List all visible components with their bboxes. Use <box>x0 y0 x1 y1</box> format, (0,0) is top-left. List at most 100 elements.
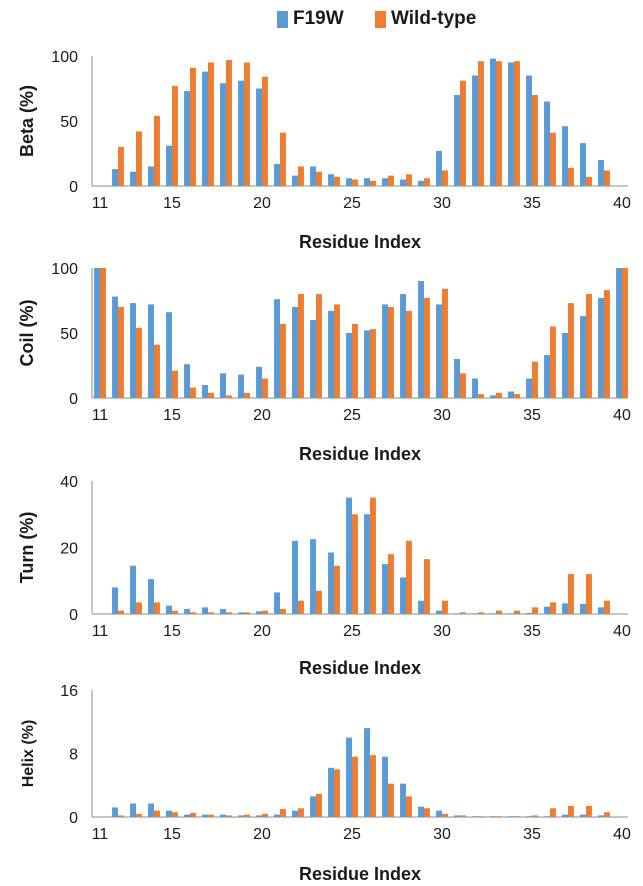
panel-2-bar-wild-type-37 <box>568 303 574 398</box>
panel-3-bar-f19w-38 <box>580 604 586 614</box>
panel-3-y-tick-label: 40 <box>60 474 78 491</box>
panel-2-bar-wild-type-15 <box>172 370 178 398</box>
legend-item-f19w: F19W <box>277 8 344 30</box>
panel-4-bar-f19w-16 <box>184 814 190 817</box>
panel-4-y-tick-label: 0 <box>69 810 78 827</box>
panel-4-bar-f19w-22 <box>292 810 298 817</box>
panel-4-bar-f19w-17 <box>202 814 208 817</box>
panel-4-bar-wild-type-31 <box>460 815 466 817</box>
panel-3-bar-f19w-16 <box>184 609 190 614</box>
panel-2-bar-f19w-11 <box>94 268 100 398</box>
panel-4-bar-f19w-15 <box>166 810 172 817</box>
panel-1-bar-wild-type-16 <box>190 67 196 186</box>
panel-4-bar-wild-type-25 <box>352 756 358 817</box>
panel-4-bar-wild-type-39 <box>604 812 610 817</box>
panel-4-bar-f19w-26 <box>364 728 370 817</box>
panel-3-bar-f19w-23 <box>310 539 316 614</box>
panel-4-bar-f19w-31 <box>454 815 460 817</box>
panel-1-bar-f19w-26 <box>364 178 370 186</box>
panel-2-bar-wild-type-12 <box>118 307 124 398</box>
panel-1-bar-f19w-13 <box>130 171 136 186</box>
panel-2-bar-wild-type-33 <box>496 392 502 398</box>
panel-3-y-tick-label: 0 <box>69 607 78 624</box>
panel-1-x-tick-label: 25 <box>343 195 361 212</box>
panel-1-bar-f19w-17 <box>202 71 208 186</box>
panel-3-bar-f19w-31 <box>454 613 460 614</box>
panel-2-y-tick-label: 50 <box>60 326 78 343</box>
panel-3-bar-f19w-13 <box>130 565 136 614</box>
legend-label-wild-type: Wild-type <box>391 8 477 29</box>
panel-4-bar-f19w-23 <box>310 796 316 817</box>
legend-label-f19w: F19W <box>293 8 344 29</box>
panel-4-bar-f19w-33 <box>490 816 496 817</box>
panel-2-bar-wild-type-11 <box>100 268 106 398</box>
panel-1-bar-wild-type-19 <box>244 62 250 186</box>
panel-3-bar-wild-type-25 <box>352 514 358 614</box>
panel-4-bar-f19w-36 <box>544 816 550 817</box>
panel-2-bar-wild-type-40 <box>622 268 628 398</box>
panel-1-bar-wild-type-28 <box>406 174 412 186</box>
panel-2-bar-wild-type-23 <box>316 294 322 398</box>
panel-2-x-tick-label: 35 <box>523 407 541 424</box>
panel-2-x-tick-label: 40 <box>613 407 631 424</box>
panel-4-bar-f19w-37 <box>562 814 568 817</box>
panel-2-bar-f19w-27 <box>382 304 388 398</box>
panel-2-bar-wild-type-19 <box>244 392 250 398</box>
panel-3-bar-f19w-34 <box>508 613 514 614</box>
panel-3-bar-f19w-33 <box>490 613 496 614</box>
panel-1-bar-wild-type-36 <box>550 132 556 186</box>
panel-4-bar-f19w-13 <box>130 803 136 817</box>
panel-4-bar-wild-type-38 <box>586 805 592 817</box>
panel-4-bar-wild-type-27 <box>388 783 394 817</box>
panel-2-bar-f19w-19 <box>238 374 244 398</box>
panel-2-bar-f19w-22 <box>292 307 298 398</box>
panel-4-bar-wild-type-36 <box>550 808 556 817</box>
panel-1-y-tick-label: 100 <box>51 49 78 66</box>
panel-4-bar-f19w-34 <box>508 816 514 817</box>
panel-3-bar-wild-type-36 <box>550 602 556 614</box>
panel-2-bar-f19w-32 <box>472 378 478 398</box>
panel-3-bar-f19w-19 <box>238 612 244 614</box>
panel-3-y-tick-label: 20 <box>60 541 78 558</box>
panel-1-bar-wild-type-37 <box>568 167 574 186</box>
panel-4-bar-wild-type-29 <box>424 808 430 817</box>
panel-2-bar-f19w-39 <box>598 297 604 398</box>
panel-3-bar-wild-type-19 <box>244 612 250 614</box>
panel-1-bar-f19w-28 <box>400 179 406 186</box>
panel-4-bar-wild-type-13 <box>136 813 142 817</box>
panel-4-x-tick-label: 35 <box>523 826 541 843</box>
panel-3-bar-wild-type-27 <box>388 554 394 614</box>
panel-4-bar-f19w-24 <box>328 767 334 817</box>
panel-3-bar-f19w-37 <box>562 603 568 614</box>
panel-1-y-tick-label: 50 <box>60 114 78 131</box>
panel-1-bar-f19w-16 <box>184 91 190 186</box>
panel-2-bar-f19w-36 <box>544 355 550 398</box>
panel-1-bar-f19w-24 <box>328 174 334 186</box>
panel-4-bar-wild-type-37 <box>568 805 574 817</box>
panel-3-bar-wild-type-22 <box>298 600 304 614</box>
panel-1-bar-wild-type-33 <box>496 61 502 187</box>
panel-3-bar-f19w-36 <box>544 606 550 614</box>
panel-2-bar-wild-type-14 <box>154 344 160 398</box>
panel-3-bar-wild-type-20 <box>262 610 268 614</box>
panel-4-x-tick-label: 25 <box>343 826 361 843</box>
panel-4-x-tick-label: 11 <box>92 826 109 843</box>
panel-3-bar-wild-type-26 <box>370 497 376 615</box>
panel-2-bar-f19w-17 <box>202 385 208 398</box>
panel-1-bar-f19w-38 <box>580 143 586 186</box>
panel-4-y-tick-label: 8 <box>69 747 78 764</box>
panel-4-bar-f19w-14 <box>148 803 154 817</box>
panel-3-bar-wild-type-37 <box>568 574 574 614</box>
panel-2-bar-f19w-28 <box>400 294 406 398</box>
panel-1-bar-wild-type-29 <box>424 178 430 186</box>
panel-4-x-tick-label: 40 <box>613 826 631 843</box>
panel-4-x-tick-label: 20 <box>253 826 271 843</box>
panel-3-bar-wild-type-15 <box>172 610 178 614</box>
panel-4-bar-wild-type-12 <box>118 815 124 817</box>
panel-3-x-tick-label: 35 <box>523 623 541 640</box>
panel-1-bar-wild-type-27 <box>388 175 394 186</box>
panel-1-bar-wild-type-39 <box>604 170 610 186</box>
panel-2-bar-f19w-24 <box>328 310 334 398</box>
panel-4-bar-wild-type-15 <box>172 812 178 817</box>
panel-1-bar-f19w-20 <box>256 88 262 186</box>
